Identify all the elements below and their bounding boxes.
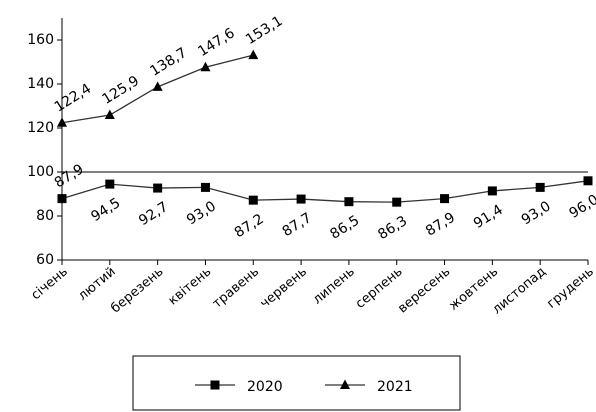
series-line — [61, 180, 589, 203]
marker — [487, 186, 497, 196]
marker — [152, 81, 163, 91]
marker — [296, 194, 306, 204]
marker — [105, 179, 115, 189]
data-label: 96,0 — [567, 192, 596, 222]
data-label: 92,7 — [136, 199, 171, 229]
legend-label: 2021 — [377, 379, 413, 395]
x-tick-label: лютий — [75, 264, 118, 304]
x-tick-label: березень — [108, 264, 166, 316]
y-tick-label: 120 — [27, 120, 54, 136]
marker — [344, 197, 354, 207]
marker — [104, 109, 115, 120]
marker — [210, 380, 220, 390]
data-label: 122,4 — [52, 81, 95, 116]
x-tick-label: липень — [310, 264, 358, 307]
y-tick-label: 140 — [27, 76, 54, 92]
legend-box — [132, 355, 461, 411]
data-label: 87,9 — [423, 210, 458, 240]
marker — [392, 197, 402, 207]
data-label: 94,5 — [88, 195, 123, 225]
marker — [200, 61, 211, 72]
marker — [57, 194, 67, 204]
y-tick-label: 160 — [27, 32, 54, 48]
data-label: 138,7 — [147, 45, 189, 80]
data-label: 153,1 — [243, 13, 285, 48]
data-label: 147,6 — [195, 25, 238, 60]
marker — [583, 176, 593, 186]
marker — [153, 183, 163, 193]
legend-label: 2020 — [247, 379, 283, 395]
x-tick-label: червень — [258, 264, 310, 311]
data-label: 93,0 — [519, 198, 554, 228]
data-label: 93,0 — [184, 198, 219, 228]
x-tick-label: квітень — [166, 264, 215, 308]
data-label: 86,5 — [327, 213, 362, 243]
y-tick-label: 100 — [27, 164, 54, 180]
marker — [440, 194, 450, 204]
marker — [57, 117, 67, 127]
data-label: 87,7 — [280, 210, 315, 240]
x-tick-label: січень — [29, 264, 71, 303]
marker — [248, 49, 259, 60]
data-label: 87,9 — [52, 161, 87, 191]
data-label: 86,3 — [375, 213, 410, 243]
data-label: 91,4 — [471, 202, 506, 232]
data-label: 125,9 — [100, 73, 142, 108]
marker — [200, 182, 210, 192]
x-tick-label: грудень — [544, 264, 596, 311]
x-tick-label: травень — [210, 264, 262, 311]
y-tick-label: 80 — [36, 208, 54, 224]
data-label: 87,2 — [232, 211, 267, 241]
marker — [535, 182, 545, 192]
marker — [340, 379, 350, 389]
y-tick-label: 60 — [36, 252, 54, 268]
x-tick-label: листопад — [490, 264, 549, 317]
x-tick-label: вересень — [395, 264, 453, 316]
marker — [248, 195, 258, 205]
